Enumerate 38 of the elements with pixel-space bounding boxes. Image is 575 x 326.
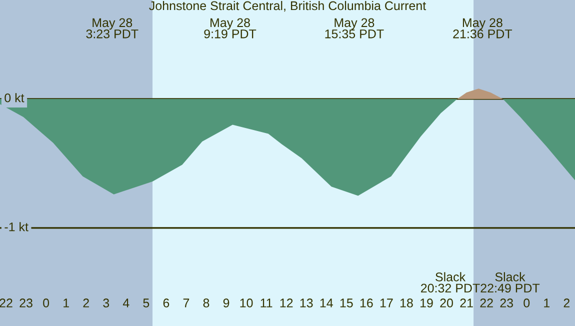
annotation: May 28 3:23 PDT xyxy=(86,18,138,38)
x-tick-label: 15 xyxy=(340,298,353,308)
annotation: May 28 21:36 PDT xyxy=(453,18,512,38)
x-tick-label: 23 xyxy=(500,298,513,308)
x-tick-label: 3 xyxy=(103,298,110,308)
x-tick-label: 18 xyxy=(400,298,413,308)
chart-title: Johnstone Strait Central, British Columbia Current xyxy=(149,0,426,12)
y-tick-label: -1 kt xyxy=(4,222,28,232)
x-tick-label: 6 xyxy=(163,298,170,308)
x-tick-label: 9 xyxy=(223,298,230,308)
x-tick-label: 16 xyxy=(360,298,373,308)
annotation: Slack 22:49 PDT xyxy=(480,272,540,293)
x-tick-label: 1 xyxy=(544,298,550,308)
x-tick-label: 4 xyxy=(122,298,130,308)
x-tick-label: 8 xyxy=(203,298,210,308)
x-tick-label: 11 xyxy=(260,298,272,308)
x-tick-label: 0 xyxy=(43,298,50,308)
x-tick-label: 14 xyxy=(320,298,333,308)
x-tick-label: 21 xyxy=(460,298,473,308)
x-tick-label: 20 xyxy=(440,298,453,308)
x-tick-label: 22 xyxy=(480,298,493,308)
x-tick-label: 0 xyxy=(524,298,530,308)
annotation: May 28 15:35 PDT xyxy=(325,18,384,38)
y-tick-label: 0 kt xyxy=(4,93,24,102)
x-tick-label: 7 xyxy=(183,298,190,308)
x-tick-label: 10 xyxy=(240,298,253,308)
x-tick-label: 12 xyxy=(280,298,293,308)
x-tick-label: 2 xyxy=(564,298,570,308)
x-tick-label: 13 xyxy=(300,298,313,308)
x-tick-label: 2 xyxy=(83,298,89,308)
annotation: Slack 20:32 PDT xyxy=(421,272,480,293)
x-tick-label: 22 xyxy=(0,298,12,308)
x-tick-label: 1 xyxy=(64,298,69,308)
x-tick-label: 19 xyxy=(420,298,433,308)
x-tick-label: 5 xyxy=(143,298,150,308)
x-tick-label: 17 xyxy=(380,298,393,308)
x-tick-label: 23 xyxy=(20,298,32,308)
annotation: May 28 9:19 PDT xyxy=(204,18,256,38)
